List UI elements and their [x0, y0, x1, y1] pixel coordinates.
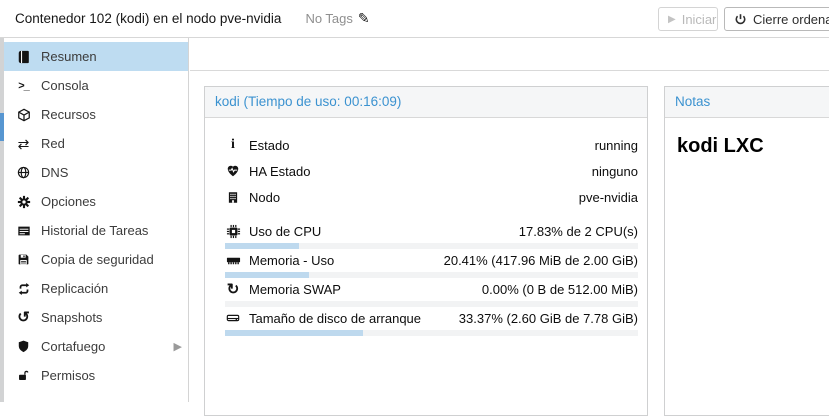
resource-tree-edge — [0, 38, 4, 402]
globe-icon — [15, 166, 32, 179]
sidebar-item-snapshots[interactable]: ↺ Snapshots — [4, 303, 188, 332]
window-header: Contenedor 102 (kodi) en el nodo pve-nvi… — [0, 0, 829, 38]
cube-icon — [15, 108, 32, 122]
play-icon: ▶ — [668, 13, 676, 25]
tags-label: No Tags — [305, 11, 353, 26]
sidebar-item-label: Replicación — [41, 281, 109, 296]
memory-progressbar — [225, 272, 638, 278]
status-panel-body: i Estado running HA Estado ninguno — [205, 118, 647, 336]
start-button[interactable]: ▶ Iniciar — [658, 7, 718, 31]
sidebar-item-label: Historial de Tareas — [41, 223, 149, 238]
sidebar-item-label: Snapshots — [41, 310, 103, 325]
status-row: HA Estado ninguno — [225, 158, 638, 184]
start-button-label: Iniciar — [681, 11, 717, 27]
usage-label: Memoria - Uso — [249, 252, 335, 268]
hdd-icon — [225, 311, 241, 325]
usage-row: Memoria - Uso 20.41% (417.96 MiB de 2.00… — [225, 250, 638, 278]
status-value: ninguno — [591, 163, 638, 179]
usage-row: Tamaño de disco de arranque 33.37% (2.60… — [225, 308, 638, 336]
cpu-progressbar — [225, 243, 638, 249]
usage-value: 17.83% de 2 CPU(s) — [518, 223, 638, 239]
exchange-arrows-icon: ⇄ — [17, 135, 30, 152]
sidebar-item-label: Consola — [41, 78, 89, 93]
sidebar-item-dns[interactable]: DNS — [4, 158, 188, 187]
notes-panel-title: Notas — [665, 87, 829, 118]
sidebar-item-opciones[interactable]: Opciones — [4, 187, 188, 216]
sidebar-item-permisos[interactable]: Permisos — [4, 361, 188, 390]
replication-icon — [15, 282, 32, 296]
sidebar-nav: Resumen >_ Consola Recursos ⇄ Red DNS — [4, 38, 189, 402]
shutdown-button-label: Cierre ordenado — [753, 11, 829, 27]
section-gap — [225, 210, 638, 221]
sidebar-item-copia-seguridad[interactable]: Copia de seguridad — [4, 245, 188, 274]
status-label: HA Estado — [249, 163, 311, 179]
status-label: Estado — [249, 137, 290, 153]
floppy-icon — [15, 253, 32, 266]
sidebar-item-label: Opciones — [41, 194, 96, 209]
status-row: i Estado running — [225, 132, 638, 158]
usage-value: 0.00% (0 B de 512.00 MiB) — [481, 281, 638, 297]
sidebar-item-recursos[interactable]: Recursos — [4, 100, 188, 129]
info-icon: i — [231, 137, 235, 152]
tags-control[interactable]: No Tags ✎ — [305, 10, 369, 27]
sidebar-item-cortafuego[interactable]: Cortafuego ▶ — [4, 332, 188, 361]
sidebar-item-red[interactable]: ⇄ Red — [4, 129, 188, 158]
power-icon — [734, 13, 747, 26]
sidebar-item-label: DNS — [41, 165, 69, 180]
sidebar-item-label: Recursos — [41, 107, 96, 122]
sidebar-item-label: Resumen — [41, 49, 97, 64]
content-toolbar-strip — [190, 38, 829, 71]
cpu-icon — [225, 224, 241, 239]
notes-content[interactable]: kodi LXC — [677, 135, 764, 157]
swap-icon: ↻ — [226, 280, 240, 298]
sidebar-item-historial[interactable]: Historial de Tareas — [4, 216, 188, 245]
gear-icon — [15, 195, 32, 209]
usage-row: ↻ Memoria SWAP 0.00% (0 B de 512.00 MiB) — [225, 279, 638, 307]
status-panel-title: kodi (Tiempo de uso: 00:16:09) — [205, 87, 647, 118]
sidebar-item-resumen[interactable]: Resumen — [4, 42, 188, 71]
page-title: Contenedor 102 (kodi) en el nodo pve-nvi… — [15, 11, 282, 26]
usage-label: Uso de CPU — [249, 223, 322, 239]
status-panel: kodi (Tiempo de uso: 00:16:09) i Estado … — [204, 86, 648, 416]
unlock-icon — [15, 369, 32, 382]
building-icon — [225, 191, 241, 204]
sidebar-item-label: Copia de seguridad — [41, 252, 154, 267]
shutdown-button[interactable]: Cierre ordenado — [724, 7, 829, 31]
swap-progressbar — [225, 301, 638, 307]
sidebar-item-label: Red — [41, 136, 65, 151]
sidebar-item-consola[interactable]: >_ Consola — [4, 71, 188, 100]
history-icon: ↺ — [17, 309, 30, 326]
status-row: Nodo pve-nvidia — [225, 184, 638, 210]
usage-label: Tamaño de disco de arranque — [249, 310, 422, 326]
shield-icon — [15, 340, 32, 353]
sidebar-item-replicacion[interactable]: Replicación — [4, 274, 188, 303]
notes-panel: Notas kodi LXC — [664, 86, 829, 416]
terminal-icon: >_ — [18, 79, 30, 92]
usage-row: Uso de CPU 17.83% de 2 CPU(s) — [225, 221, 638, 249]
heartbeat-icon — [225, 164, 241, 178]
status-value: running — [594, 137, 638, 153]
status-label: Nodo — [249, 189, 281, 205]
book-icon — [15, 50, 32, 64]
usage-value: 33.37% (2.60 GiB de 7.78 GiB) — [458, 310, 638, 326]
status-value: pve-nvidia — [578, 189, 638, 205]
usage-label: Memoria SWAP — [249, 281, 341, 297]
memory-icon — [225, 253, 241, 268]
sidebar-item-label: Cortafuego — [41, 339, 106, 354]
pencil-icon[interactable]: ✎ — [357, 10, 370, 26]
tree-selection-edge — [0, 113, 4, 141]
usage-value: 20.41% (417.96 MiB de 2.00 GiB) — [443, 252, 638, 268]
task-list-icon — [15, 224, 32, 238]
sidebar-item-label: Permisos — [41, 368, 96, 383]
bootdisk-progressbar — [225, 330, 638, 336]
chevron-right-icon: ▶ — [173, 341, 182, 353]
